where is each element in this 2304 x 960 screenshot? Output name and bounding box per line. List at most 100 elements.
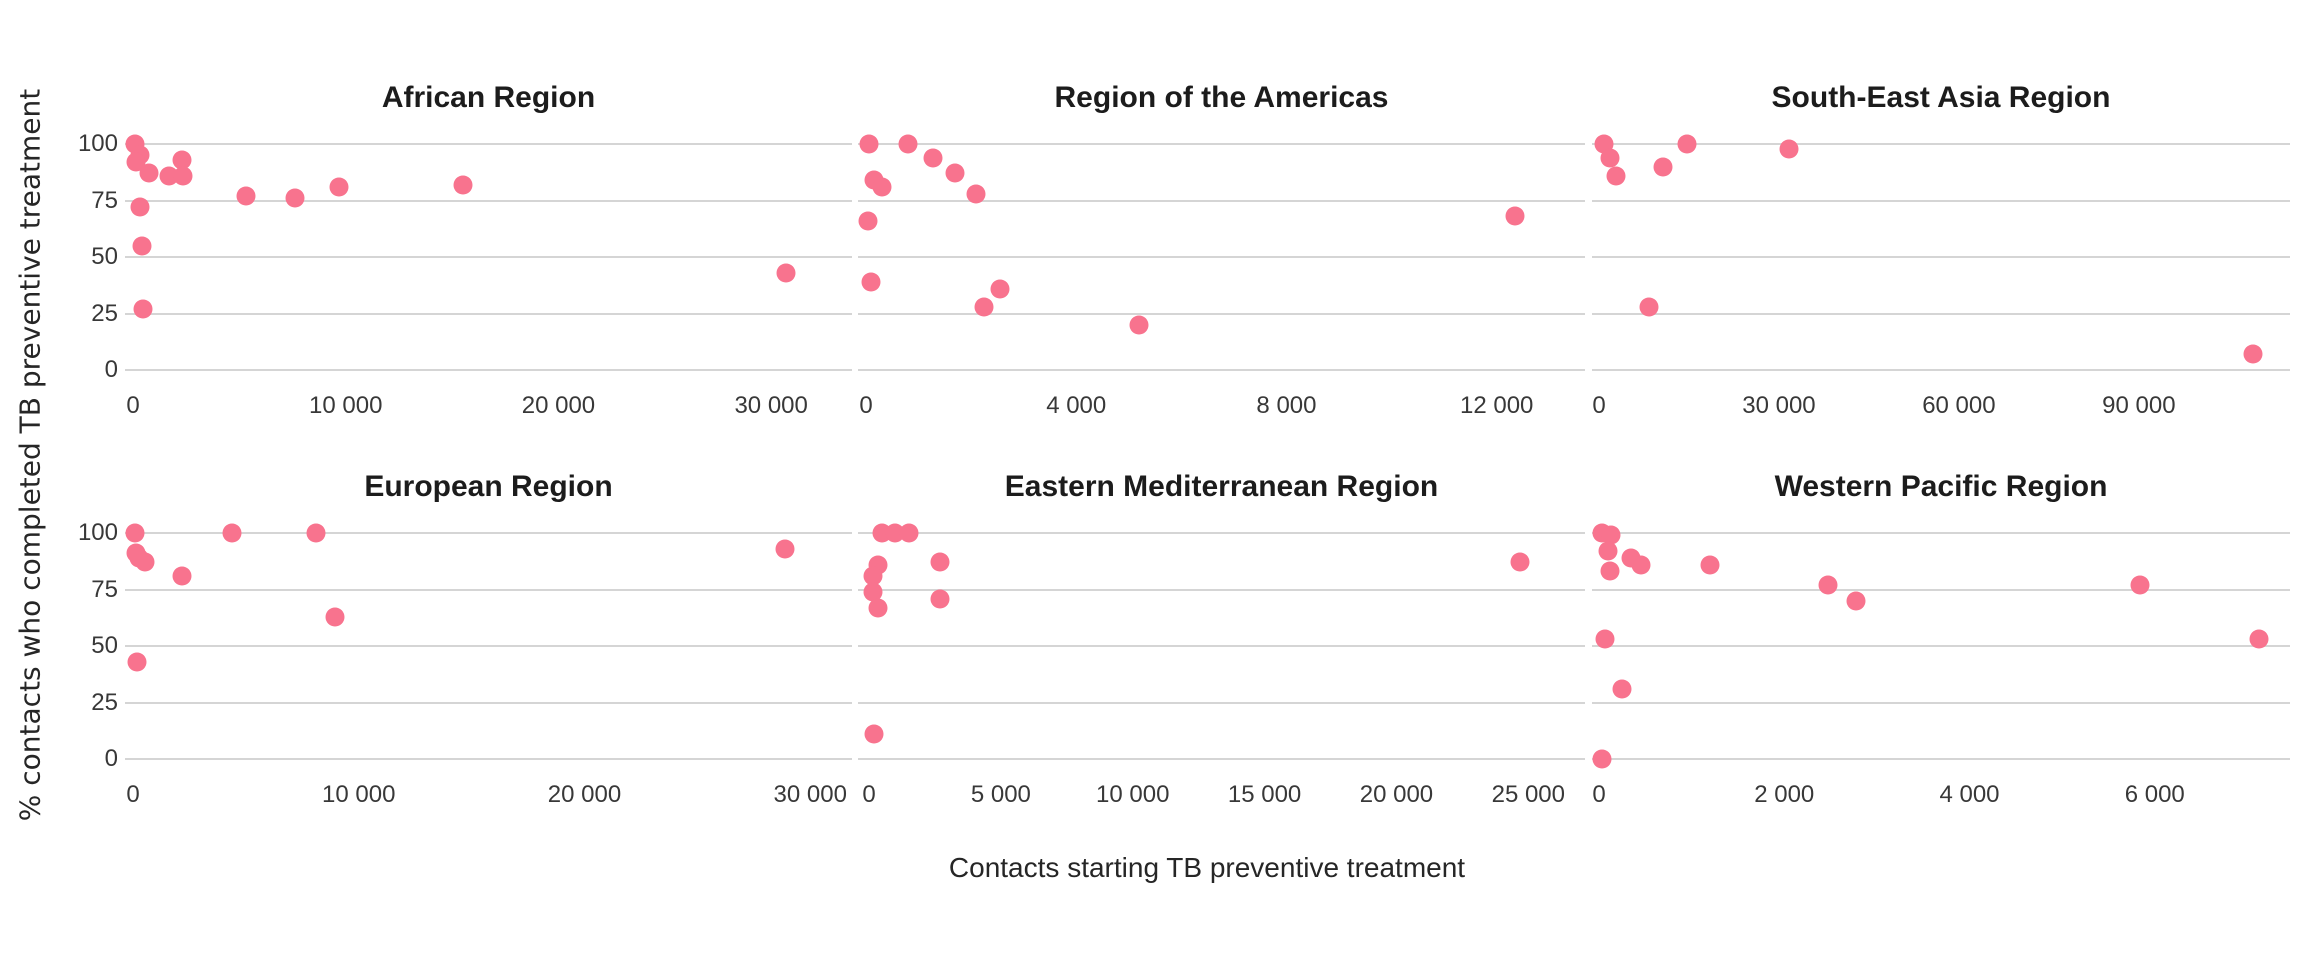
x-tick-label: 30 000 (734, 392, 808, 419)
data-point (1700, 555, 1720, 575)
y-tick-label: 100 (77, 130, 118, 157)
data-point (990, 279, 1010, 299)
data-point (945, 163, 965, 183)
y-tick-label: 75 (91, 575, 118, 603)
data-point (135, 552, 155, 572)
x-tick-label: 8 000 (1256, 392, 1317, 419)
y-tick-label: 0 (104, 356, 118, 383)
x-tick-label: 20 000 (547, 781, 622, 808)
gridline (1592, 758, 2290, 760)
y-tick-label: 75 (91, 186, 118, 214)
data-point (1598, 541, 1618, 561)
y-tick-label: 50 (91, 632, 118, 659)
gridline (1592, 645, 2290, 647)
x-axis-title: Contacts starting TB preventive treatmen… (948, 852, 1466, 883)
y-tick-label: 0 (104, 745, 118, 772)
data-point (453, 175, 473, 195)
panel-title: European Region (364, 470, 613, 503)
x-tick-label: 20 000 (1359, 781, 1434, 808)
panel-title: Eastern Mediterranean Region (1004, 470, 1439, 503)
data-point (858, 211, 878, 231)
panel-region-of-the-americas: Region of the Americas 0 4 000 8 000 12 000 (858, 81, 1585, 419)
gridline (858, 532, 1585, 534)
x-tick-label: 10 000 (322, 781, 396, 808)
panel-western-pacific-region: Western Pacific Region 0 2 000 4 000 6 000 (1592, 470, 2290, 808)
gridline (858, 199, 1585, 202)
gridline (858, 143, 1585, 145)
data-point (127, 652, 147, 672)
x-tick-label: 20 000 (521, 392, 596, 419)
data-point (130, 197, 150, 217)
x-tick-label: 15 000 (1227, 781, 1302, 808)
data-point (2130, 575, 2150, 595)
data-point (1639, 297, 1659, 317)
data-point (861, 272, 881, 292)
x-tick-label: 2 000 (1754, 781, 1815, 808)
data-point (898, 134, 918, 154)
gridline (858, 701, 1585, 704)
gridline (125, 701, 852, 704)
data-point (864, 724, 884, 744)
gridline (1592, 312, 2290, 315)
data-point (325, 607, 345, 627)
data-point (868, 598, 888, 618)
data-point (899, 523, 919, 543)
data-point (863, 566, 883, 586)
x-tick-label: 0 (1592, 392, 1606, 419)
gridline (125, 758, 852, 760)
gridline (858, 312, 1585, 315)
data-point (930, 552, 950, 572)
gridline (125, 199, 852, 202)
x-tick-label: 0 (126, 781, 140, 808)
x-tick-label: 30 000 (773, 781, 847, 808)
data-point (930, 589, 950, 609)
data-point (172, 566, 192, 586)
data-point (1631, 555, 1651, 575)
gridline (125, 588, 852, 591)
gridline (1592, 199, 2290, 202)
data-point (2243, 344, 2263, 364)
data-point (2249, 629, 2268, 649)
y-tick-label: 25 (91, 299, 118, 327)
gridline (1592, 701, 2290, 704)
data-point (1595, 629, 1615, 649)
data-point (1505, 206, 1525, 226)
data-point (1779, 139, 1799, 159)
gridline (1592, 143, 2290, 145)
x-tick-label: 0 (862, 781, 876, 808)
gridline (125, 256, 852, 258)
x-tick-label: 25 000 (1491, 781, 1565, 808)
y-tick-label: 25 (91, 688, 118, 716)
data-point (1592, 749, 1612, 769)
data-point (775, 539, 795, 559)
panel-title: Region of the Americas (1054, 81, 1389, 114)
gridline (125, 369, 852, 371)
data-point (222, 523, 242, 543)
data-point (859, 134, 879, 154)
gridline (858, 645, 1585, 647)
y-axis-title: % contacts who completed TB preventive t… (13, 88, 47, 822)
x-tick-label: 5 000 (970, 781, 1031, 808)
gridline (125, 312, 852, 315)
x-tick-label: 4 000 (1939, 781, 2000, 808)
panel-title: Western Pacific Region (1774, 470, 2108, 503)
panel-european-region: European Region 0 10 000 20 000 30 000 (125, 470, 852, 808)
gridline (858, 758, 1585, 760)
y-tick-label: 100 (77, 519, 118, 546)
gridline (1592, 369, 2290, 371)
x-tick-label: 0 (1592, 781, 1606, 808)
data-point (1510, 552, 1530, 572)
gridline (125, 532, 852, 534)
data-point (1600, 561, 1620, 581)
gridline (858, 256, 1585, 258)
x-tick-label: 60 000 (1922, 392, 1996, 419)
x-tick-label: 10 000 (1096, 781, 1170, 808)
data-point (173, 166, 193, 186)
gridline (125, 645, 852, 647)
data-point (132, 236, 151, 256)
data-point (1601, 525, 1621, 545)
y-tick-label: 50 (91, 243, 118, 270)
data-point (872, 177, 892, 197)
data-point (236, 186, 256, 206)
